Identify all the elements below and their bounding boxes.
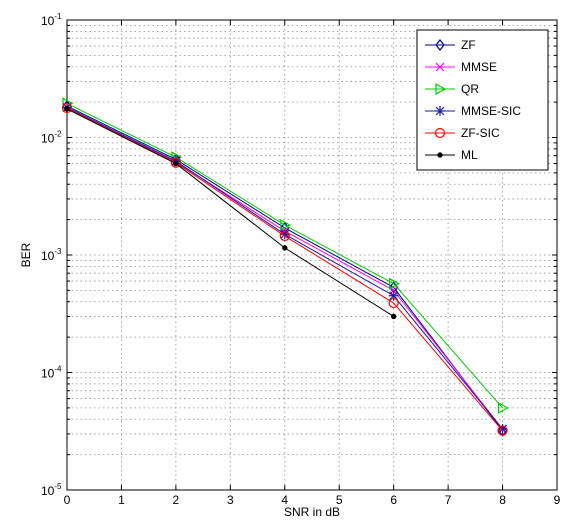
x-tick-label: 9 (554, 493, 561, 507)
y-axis-label: BER (19, 242, 33, 267)
data-point-circle (434, 127, 446, 139)
data-point-triangle-right (435, 82, 447, 96)
marker-stroke (435, 106, 445, 116)
x-tick-label: 6 (390, 493, 397, 507)
y-tick-label: 10-5 (41, 482, 62, 498)
legend-box (416, 29, 549, 171)
data-point-circle (279, 230, 290, 242)
data-point-circle (170, 157, 181, 168)
legend-item: MMSE (425, 60, 497, 74)
legend-item: ZF-SIC (425, 126, 500, 140)
legend-label: ZF (461, 38, 476, 52)
legend-label: QR (461, 82, 479, 96)
data-point-triangle-right (389, 277, 400, 290)
series-ml (64, 106, 397, 320)
x-tick-label: 0 (64, 493, 71, 507)
marker-stroke (435, 62, 445, 72)
data-point-circle (61, 102, 73, 114)
x-axis-label: SNR in dB (284, 505, 340, 519)
legend-item: ML (425, 148, 478, 162)
legend-item: ZF (425, 38, 476, 52)
data-point-x (435, 62, 445, 72)
y-tick-label: 10-4 (41, 365, 62, 381)
data-point-circle (497, 425, 508, 436)
data-point-star (388, 290, 399, 301)
series-line (66, 107, 503, 431)
x-tick-label: 2 (173, 493, 180, 507)
axes: 0 1 2 3 4 5 6 7 8 9 10-5 10-4 10-3 10-2 10-1 (41, 12, 561, 507)
data-point-dot (282, 245, 288, 251)
data-point-triangle-right (497, 401, 509, 414)
x-tick-label: 8 (499, 493, 506, 507)
data-point-triangle-right (280, 218, 292, 232)
legend-label: MMSE-SIC (461, 104, 521, 118)
marker-stroke (280, 229, 290, 239)
legend-item: QR (425, 82, 479, 96)
marker-stroke (389, 291, 399, 301)
x-tick-label: 1 (118, 493, 125, 507)
legend: ZF MMSE QR MMSE-SIC ZF-SIC ML (416, 29, 549, 171)
series-zf-sic (61, 102, 508, 436)
data-point-dot (390, 313, 397, 320)
data-point-dot (173, 160, 179, 167)
y-tick-label: 10-3 (41, 247, 62, 263)
series-layer (61, 97, 509, 437)
legend-label: MMSE (461, 60, 497, 74)
data-point-diamond (435, 39, 445, 51)
data-point-star (435, 106, 445, 116)
x-tick-label: 5 (336, 493, 343, 507)
legend-label: ZF-SIC (461, 126, 500, 140)
legend-item: MMSE-SIC (425, 104, 521, 118)
x-tick-label: 4 (281, 493, 288, 507)
y-tick-label: 10-2 (41, 130, 62, 146)
x-tick-label: 7 (445, 493, 452, 507)
data-point-circle (388, 297, 399, 309)
data-point-dot (64, 106, 70, 112)
series-line (66, 108, 394, 317)
y-tick-label: 10-1 (41, 12, 62, 28)
series-line (66, 102, 503, 409)
legend-label: ML (461, 148, 478, 162)
data-point-dot (437, 152, 443, 158)
x-tick-label: 3 (227, 493, 234, 507)
